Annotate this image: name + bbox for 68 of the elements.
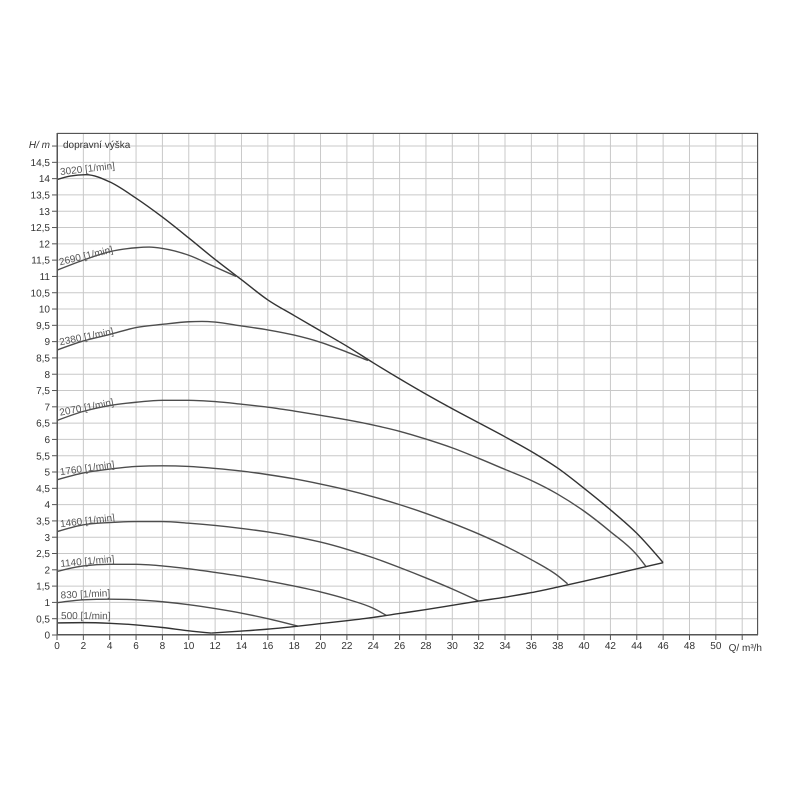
y-tick-label: 14 [38,174,50,186]
y-tick-label: 10 [38,304,50,316]
y-tick-label: 3 [44,532,50,544]
x-tick-label: 14 [236,641,248,652]
y-tick-label: 9 [44,337,50,348]
y-tick-label: 6 [44,434,50,446]
y-tick-label: 3,5 [36,516,50,528]
y-tick-label: 2,5 [36,549,50,560]
text: 2380 [1/min] [58,326,115,348]
y-tick-label: 4 [44,500,50,512]
y-tick-label: 11,5 [31,256,50,267]
x-tick-label: 44 [631,641,643,652]
series-label: 500 [1/min] [61,610,111,622]
y-tick-label: 12,5 [30,223,50,234]
x-tick-label: 38 [552,641,564,652]
y-tick-label: 1 [44,598,50,609]
y-tick-label: 13 [38,206,50,218]
text: 3020 [1/min] [60,160,116,178]
y-axis-title: H/ m [28,140,50,151]
y-tick-label: 6,5 [36,418,50,430]
y-tick-label: 0,5 [36,614,50,626]
y-tick-label: 14,5 [30,158,50,169]
x-tick-label: 28 [420,641,432,652]
y-tick-label: 7 [44,402,50,414]
annotation: dopravní výška [63,140,130,151]
x-axis-title: Q/ m³/h [728,643,762,654]
x-tick-label: 0 [54,641,60,652]
x-tick-label: 42 [604,641,616,652]
x-tick-label: 4 [106,641,113,652]
x-tick-label: 6 [133,641,140,652]
text: 1140 [1/min] [60,554,116,570]
x-tick-label: 30 [446,641,458,652]
x-tick-label: 2 [80,641,87,652]
y-tick-label: 11 [40,272,50,283]
y-tick-label: 8,5 [36,353,50,364]
y-tick-label: 13,5 [30,190,50,202]
y-tick-label: 5 [44,468,50,479]
text: 2070 [1/min] [58,397,115,419]
y-tick-label: 5,5 [36,451,50,462]
y-tick-label: 10,5 [30,288,50,300]
x-tick-label: 16 [262,641,274,652]
text: 2690 [1/min] [58,244,114,268]
x-tick-label: 20 [314,641,327,652]
series-label: 830 [1/min] [60,588,111,602]
x-tick-label: 22 [341,641,353,652]
x-tick-label: 18 [288,641,300,652]
y-tick-label: 9,5 [36,320,50,332]
y-tick-label: 0 [44,630,50,642]
x-tick-label: 40 [578,641,590,652]
x-tick-label: 12 [210,641,222,652]
x-tick-label: 26 [394,641,406,652]
y-tick-label: 2 [44,565,50,576]
x-tick-label: 50 [710,641,722,652]
text: 1460 [1/min] [60,512,116,530]
y-tick-label: 8 [44,370,50,381]
x-tick-label: 32 [473,641,485,652]
y-tick-label: 7,5 [36,386,50,398]
y-tick-label: 12 [38,239,50,250]
x-tick-label: 10 [183,641,195,652]
x-tick-label: 34 [499,641,512,652]
y-tick-label: 1,5 [36,582,50,593]
x-tick-label: 46 [658,641,670,652]
y-tick-label: 4,5 [36,484,50,495]
x-tick-label: 36 [526,641,538,652]
x-tick-label: 48 [684,641,696,652]
x-tick-label: 8 [160,641,166,652]
text: 1760 [1/min] [59,460,116,478]
x-tick-label: 24 [368,641,380,652]
